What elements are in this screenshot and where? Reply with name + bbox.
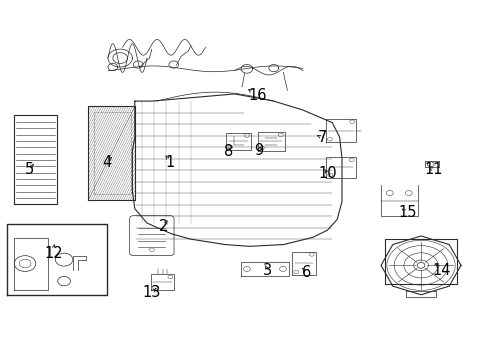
Text: 15: 15 — [398, 206, 416, 220]
Text: 9: 9 — [254, 143, 263, 158]
Text: 8: 8 — [224, 144, 233, 159]
Text: 1: 1 — [165, 155, 175, 170]
Text: 3: 3 — [263, 263, 272, 278]
Text: 5: 5 — [24, 162, 34, 177]
Text: 16: 16 — [248, 88, 267, 103]
Text: 14: 14 — [432, 263, 450, 278]
Text: 12: 12 — [44, 246, 62, 261]
Text: 4: 4 — [102, 155, 111, 170]
Text: 6: 6 — [302, 265, 311, 280]
Text: 2: 2 — [159, 219, 168, 234]
Circle shape — [416, 262, 424, 268]
Text: 11: 11 — [424, 162, 442, 177]
Text: 13: 13 — [142, 285, 161, 301]
Text: 7: 7 — [317, 130, 326, 145]
Text: 10: 10 — [317, 166, 336, 181]
